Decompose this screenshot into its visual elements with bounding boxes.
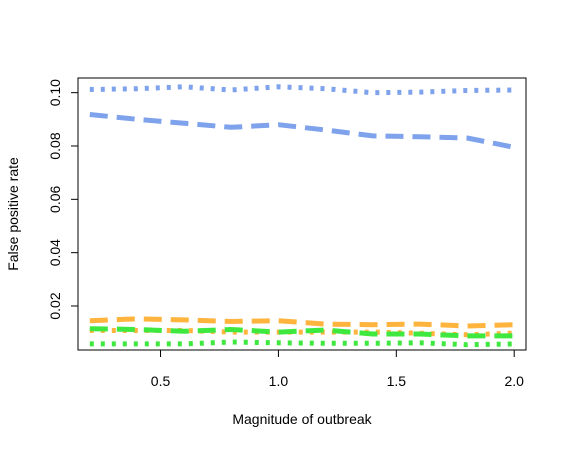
y-tick-label: 0.02 — [47, 292, 63, 319]
series-line-3 — [89, 316, 515, 329]
series-line-1 — [89, 84, 515, 96]
y-axis: 0.02 0.04 0.06 0.08 0.10 — [47, 79, 78, 320]
x-axis: 0.5 1.0 1.5 2.0 — [151, 350, 524, 389]
x-tick-label: 2.0 — [504, 373, 524, 389]
y-tick-label: 0.08 — [47, 132, 63, 159]
x-tick-label: 1.5 — [387, 373, 407, 389]
series-line-6 — [89, 339, 515, 348]
y-tick-label: 0.10 — [47, 79, 63, 106]
y-axis-label: False positive rate — [5, 157, 21, 271]
x-axis-label: Magnitude of outbreak — [232, 411, 372, 427]
x-tick-label: 0.5 — [151, 373, 171, 389]
series-line-5 — [89, 326, 515, 339]
series-line-2 — [89, 112, 515, 150]
plot-frame — [77, 77, 527, 351]
y-tick-label: 0.04 — [47, 239, 63, 266]
x-tick-label: 1.0 — [269, 373, 289, 389]
series-layer — [89, 84, 515, 348]
y-tick-label: 0.06 — [47, 185, 63, 212]
